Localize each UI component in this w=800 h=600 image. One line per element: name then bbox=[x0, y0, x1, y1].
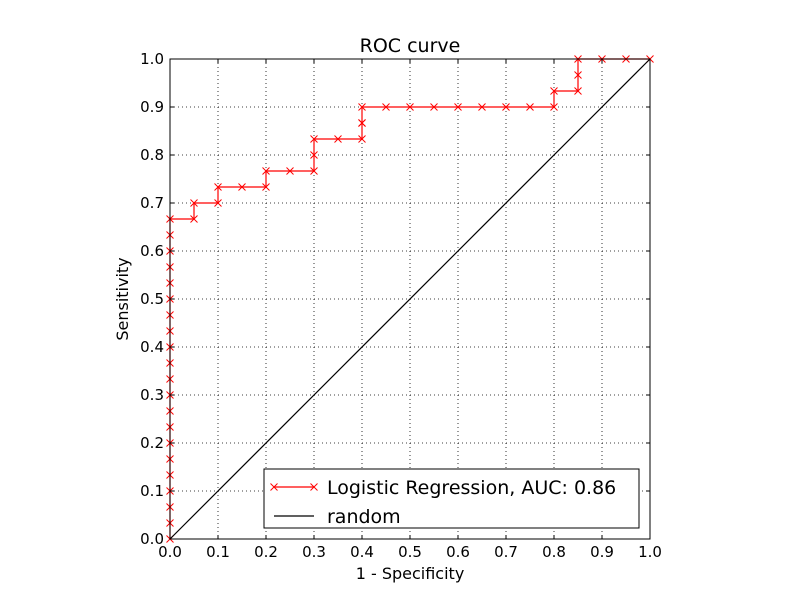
marker-stroke bbox=[382, 103, 390, 111]
x-tick-label: 0.2 bbox=[254, 543, 278, 561]
data-point bbox=[190, 215, 198, 223]
x-tick-label: 0.7 bbox=[494, 543, 518, 561]
marker-stroke bbox=[358, 119, 366, 127]
data-point bbox=[334, 135, 342, 143]
x-tick-label: 0.4 bbox=[350, 543, 374, 561]
marker-stroke bbox=[550, 103, 558, 111]
data-point bbox=[238, 183, 246, 191]
y-tick-label: 0.4 bbox=[140, 338, 164, 356]
ticks: 0.0 0.1 0.2 0.3 0.4 0.5 0.6 0.7 0.8 0.9 1.0 0.0 0.1 0… bbox=[140, 50, 662, 561]
marker-stroke bbox=[478, 103, 486, 111]
legend-box bbox=[263, 468, 640, 529]
x-axis-label: 1 - Specificity bbox=[356, 564, 465, 583]
marker-stroke bbox=[310, 167, 318, 175]
data-point bbox=[358, 103, 366, 111]
marker-stroke bbox=[550, 87, 558, 95]
x-tick-label: 0.6 bbox=[446, 543, 470, 561]
x-tick-label: 1.0 bbox=[638, 543, 662, 561]
marker-stroke bbox=[502, 103, 510, 111]
y-tick-label: 0.9 bbox=[140, 98, 164, 116]
data-point bbox=[286, 167, 294, 175]
marker-stroke bbox=[190, 199, 198, 207]
data-point bbox=[262, 183, 270, 191]
x-tick-label: 0.0 bbox=[158, 543, 182, 561]
marker-stroke bbox=[286, 167, 294, 175]
data-point bbox=[214, 183, 222, 191]
marker-stroke bbox=[214, 199, 222, 207]
data-point bbox=[190, 199, 198, 207]
marker-stroke bbox=[262, 183, 270, 191]
y-tick-label: 0.0 bbox=[140, 530, 164, 548]
data-point bbox=[550, 87, 558, 95]
data-point bbox=[550, 103, 558, 111]
data-point bbox=[214, 199, 222, 207]
x-tick-label: 0.1 bbox=[206, 543, 230, 561]
chart-title: ROC curve bbox=[360, 35, 461, 57]
legend-marker bbox=[310, 483, 318, 491]
y-tick-label: 0.6 bbox=[140, 242, 164, 260]
y-tick-label: 0.1 bbox=[140, 482, 164, 500]
y-tick-label: 0.7 bbox=[140, 194, 164, 212]
x-tick-label: 0.8 bbox=[542, 543, 566, 561]
y-tick-label: 0.3 bbox=[140, 386, 164, 404]
data-point bbox=[310, 167, 318, 175]
y-axis-label: Sensitivity bbox=[113, 257, 132, 340]
marker-stroke bbox=[406, 103, 414, 111]
data-point bbox=[430, 103, 438, 111]
data-point bbox=[310, 151, 318, 159]
marker-stroke bbox=[262, 167, 270, 175]
data-point bbox=[358, 119, 366, 127]
marker-stroke bbox=[238, 183, 246, 191]
random-diagonal-line bbox=[169, 58, 651, 540]
legend-item: Logistic Regression, AUC: 0.86 bbox=[270, 477, 616, 499]
marker-stroke bbox=[574, 71, 582, 79]
marker-stroke bbox=[334, 135, 342, 143]
y-tick-label: 1.0 bbox=[140, 50, 164, 68]
marker-stroke bbox=[526, 103, 534, 111]
data-point bbox=[454, 103, 462, 111]
marker-stroke bbox=[310, 135, 318, 143]
x-tick-label: 0.5 bbox=[398, 543, 422, 561]
data-point bbox=[310, 135, 318, 143]
y-tick-label: 0.2 bbox=[140, 434, 164, 452]
x-tick-label: 0.3 bbox=[302, 543, 326, 561]
legend: Logistic Regression, AUC: 0.86 random bbox=[263, 468, 640, 529]
data-point bbox=[262, 167, 270, 175]
legend-label: Logistic Regression, AUC: 0.86 bbox=[327, 477, 616, 499]
data-point bbox=[574, 71, 582, 79]
marker-stroke bbox=[214, 183, 222, 191]
legend-label: random bbox=[327, 506, 401, 528]
x-tick-label: 0.9 bbox=[590, 543, 614, 561]
data-point bbox=[382, 103, 390, 111]
legend-item: random bbox=[274, 506, 401, 528]
marker-stroke bbox=[310, 151, 318, 159]
y-tick-label: 0.5 bbox=[140, 290, 164, 308]
data-point bbox=[502, 103, 510, 111]
marker-stroke bbox=[358, 103, 366, 111]
data-point bbox=[574, 87, 582, 95]
marker-stroke bbox=[430, 103, 438, 111]
marker-stroke bbox=[358, 135, 366, 143]
marker-stroke bbox=[454, 103, 462, 111]
legend-marker bbox=[270, 483, 278, 491]
grid bbox=[170, 59, 650, 539]
data-point bbox=[358, 135, 366, 143]
y-tick-label: 0.8 bbox=[140, 146, 164, 164]
marker-stroke bbox=[574, 87, 582, 95]
marker-stroke bbox=[190, 215, 198, 223]
data-point bbox=[526, 103, 534, 111]
data-point bbox=[406, 103, 414, 111]
data-point bbox=[478, 103, 486, 111]
